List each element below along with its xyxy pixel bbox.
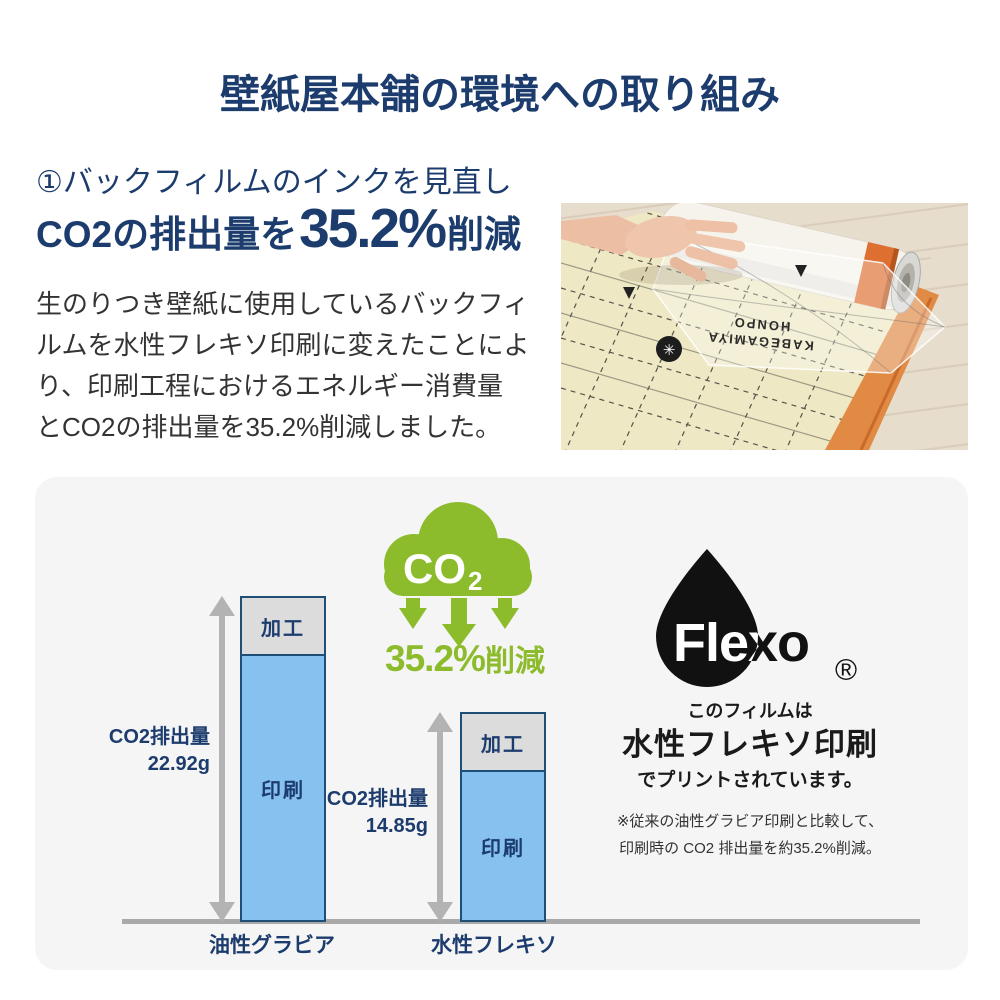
intro-body-line: ルムを水性フレキソ印刷に変えたことによ xyxy=(36,330,530,360)
film-round-logo xyxy=(656,336,682,362)
film-triangle-logo xyxy=(795,265,807,277)
wallpaper-roll-photo-illustration: KABEGAMIYA HONPO ✳ xyxy=(561,203,968,450)
hand xyxy=(561,215,746,285)
bar-segment-processing: 加工 xyxy=(240,596,326,656)
flexo-caption-line1: このフィルムは xyxy=(687,701,813,721)
arrow-shaft xyxy=(437,726,443,908)
clear-backing-film xyxy=(652,232,947,374)
arrow-down-icon xyxy=(427,902,453,922)
emission-amount-label: CO2排出量 14.85g xyxy=(268,786,428,840)
emission-range-arrow xyxy=(209,596,235,922)
co2-headline-prefix: CO2の排出量を xyxy=(36,214,298,255)
film-print-text: HONPO xyxy=(732,315,791,335)
page-title: 壁紙屋本舗の環境への取り組み xyxy=(220,73,780,117)
flexo-droplet-icon: Flexo Flexo ® xyxy=(656,549,857,687)
sheet-orange-edge xyxy=(825,285,939,450)
flexo-wordmark-outer: Flexo xyxy=(673,613,809,673)
film-fold-lines xyxy=(652,232,946,374)
intro-heading: ①バックフィルムのインクを見直し xyxy=(36,166,512,199)
sheet-edge-line xyxy=(859,297,933,450)
flexo-footnote-line1: ※従来の油性グラビア印刷と比較して、 xyxy=(616,813,884,830)
intro-body-line: 生のりつき壁紙に使用しているバックフィ xyxy=(36,289,529,319)
film-round-logo-glyph: ✳ xyxy=(663,342,676,359)
emission-amount-label: CO2排出量 22.92g xyxy=(50,724,210,778)
co2-headline-value: 35.2% xyxy=(299,197,447,259)
reduction-value: 35.2% xyxy=(385,638,486,679)
co2-cloud-icon: CO 2 xyxy=(384,502,532,647)
bar-segment-printing: 印刷 xyxy=(460,770,546,922)
emission-amount-value: 14.85g xyxy=(365,815,428,837)
emission-amount-value: 22.92g xyxy=(147,753,210,775)
co2-headline-suffix: 削減 xyxy=(447,214,522,255)
flexo-wordmark-inner: Flexo xyxy=(673,613,809,673)
bar-oil-gravure: 加工 印刷 xyxy=(240,596,326,922)
co2-reduction-headline: CO2の排出量を 35.2% 削減 xyxy=(36,196,521,260)
emission-amount-title: CO2排出量 xyxy=(108,726,210,748)
flexo-caption-line2: 水性フレキソ印刷 xyxy=(622,727,878,762)
co2-cloud-badge: CO 2 xyxy=(372,500,548,655)
film-triangle-logo xyxy=(623,287,635,299)
bar-segment-printing: 印刷 xyxy=(240,654,326,922)
flexo-caption-line3: でプリントされています。 xyxy=(637,770,863,791)
emission-range-arrow xyxy=(427,712,453,922)
intro-body-line: とCO2の排出量を35.2%削減しました。 xyxy=(36,412,502,442)
bar-water-flexo: 加工 印刷 xyxy=(460,712,546,922)
arrow-up-icon xyxy=(209,596,235,616)
co2-cloud-subscript: 2 xyxy=(468,566,482,596)
co2-cloud-text: CO xyxy=(403,545,466,592)
product-photo: KABEGAMIYA HONPO ✳ xyxy=(561,203,968,450)
bar-segment-processing: 加工 xyxy=(460,712,546,772)
registered-mark: ® xyxy=(835,654,857,687)
arrow-shaft xyxy=(219,610,225,908)
intro-body: 生のりつき壁紙に使用しているバックフィ ルムを水性フレキソ印刷に変えたことによ … xyxy=(36,284,556,448)
intro-body-line: り、印刷工程におけるエネルギー消費量 xyxy=(36,371,503,401)
emission-amount-title: CO2排出量 xyxy=(326,788,428,810)
flexo-logo: Flexo Flexo ® xyxy=(645,549,860,694)
flexo-footnote-line2: 印刷時の CO2 排出量を約35.2%削減。 xyxy=(619,840,881,857)
reduction-annotation: 35.2%削減 xyxy=(360,636,570,680)
category-label-oil-gravure: 油性グラビア xyxy=(209,934,335,957)
arrow-up-icon xyxy=(427,712,453,732)
category-label-water-flexo: 水性フレキソ xyxy=(431,934,557,957)
reduction-suffix: 削減 xyxy=(484,645,545,678)
arrow-down-icon xyxy=(209,902,235,922)
flexo-caption: このフィルムは 水性フレキソ印刷 でプリントされています。 ※従来の油性グラビア… xyxy=(560,698,940,862)
